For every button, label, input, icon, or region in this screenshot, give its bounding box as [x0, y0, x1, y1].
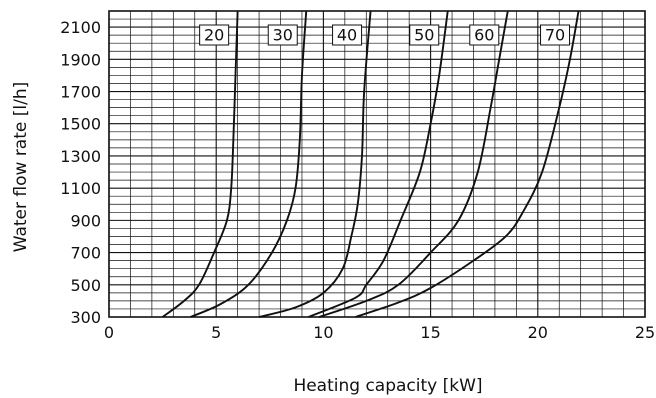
curve-label-text: 70	[545, 26, 565, 45]
y-ticks: 300 500 700 900 1100 1300 1500 1700 1900 2100	[60, 18, 101, 327]
curve-label-box	[332, 24, 363, 46]
x-tick-label: 0	[104, 323, 114, 342]
x-axis-label: Heating capacity [kW]	[293, 376, 482, 396]
curve-label-box	[267, 24, 298, 46]
series-line-30	[190, 10, 308, 318]
curve-label-box	[199, 24, 230, 46]
curve-label-box	[540, 24, 571, 46]
curve-labels: 20 30 40 50 60 70	[199, 24, 571, 46]
series-line-20	[162, 10, 239, 318]
curve-label-box	[469, 24, 500, 46]
y-tick-label: 1100	[60, 179, 101, 198]
curve-label-text: 30	[273, 26, 293, 45]
curve-label-30: 30	[267, 24, 298, 46]
y-tick-label: 1900	[60, 50, 101, 69]
curve-label-text: 60	[474, 26, 494, 45]
x-tick-label: 20	[528, 323, 548, 342]
plot-frame	[108, 10, 646, 318]
curve-label-text: 50	[414, 26, 434, 45]
curve-label-70: 70	[540, 24, 571, 46]
y-axis-label: Water flow rate [l/h]	[11, 82, 31, 253]
x-tick-label: 10	[313, 323, 333, 342]
y-tick-label: 1700	[60, 83, 101, 102]
x-tick-label: 25	[635, 323, 655, 342]
curve-label-box	[409, 24, 440, 46]
series-line-70	[355, 10, 580, 318]
y-tick-label: 500	[70, 276, 101, 295]
y-tick-label: 1500	[60, 115, 101, 134]
y-tick-label: 300	[70, 308, 101, 327]
curve-label-text: 20	[204, 26, 224, 45]
y-tick-label: 1300	[60, 147, 101, 166]
x-tick-label: 5	[211, 323, 221, 342]
curve-label-60: 60	[469, 24, 500, 46]
curve-label-text: 40	[337, 26, 357, 45]
grid	[108, 10, 646, 318]
curve-label-20: 20	[199, 24, 230, 46]
x-ticks: 0 5 10 15 20 25	[104, 323, 655, 342]
x-tick-label: 15	[420, 323, 440, 342]
curve-label-40: 40	[332, 24, 363, 46]
series-layer	[162, 10, 580, 318]
series-line-60	[318, 10, 509, 318]
curve-label-50: 50	[409, 24, 440, 46]
series-line-50	[308, 10, 449, 318]
y-tick-label: 700	[70, 244, 101, 263]
y-tick-label: 900	[70, 211, 101, 230]
y-tick-label: 2100	[60, 18, 101, 37]
series-line-40	[258, 10, 372, 318]
